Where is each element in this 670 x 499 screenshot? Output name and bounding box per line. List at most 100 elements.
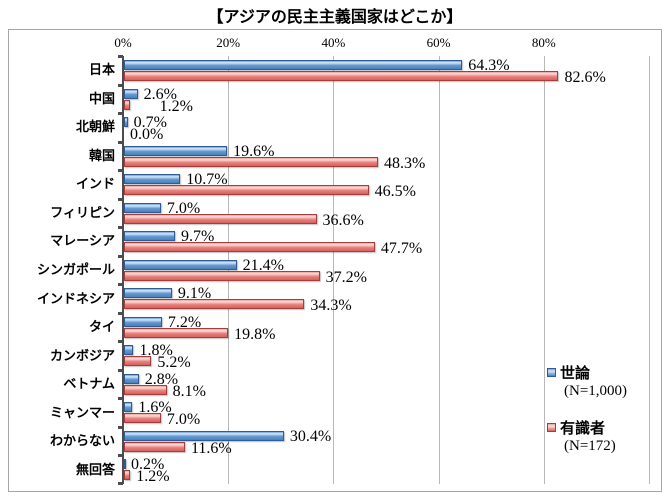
value-label-experts: 8.1%: [172, 382, 206, 400]
bar-public-opinion: [124, 373, 139, 384]
gridline: [333, 56, 335, 484]
bar-public-opinion: [124, 60, 463, 70]
axis-tick: [118, 140, 123, 144]
bar-experts: [124, 242, 375, 253]
axis-tick: [118, 454, 123, 458]
value-label-public-opinion: 21.4%: [242, 256, 284, 274]
bar-experts: [124, 270, 320, 281]
category-label: 日本: [88, 62, 115, 78]
value-label-experts: 36.6%: [322, 211, 364, 229]
x-tick-label: 60%: [426, 35, 451, 50]
bar-public-opinion: [124, 288, 172, 299]
value-label-public-opinion: 10.7%: [186, 171, 228, 189]
legend-label-experts: 有識者: [560, 420, 606, 437]
bar-experts: [124, 213, 317, 224]
legend-note-public-opinion: (N=1,000): [564, 383, 628, 399]
bar-experts: [124, 413, 161, 424]
bar-experts: [124, 327, 229, 338]
axis-tick: [118, 83, 123, 87]
bar-public-opinion: [124, 430, 284, 441]
chart-title: 【アジアの民主主義国家はどこか】: [207, 9, 463, 26]
category-label: わからない: [49, 433, 115, 449]
category-label: マレーシア: [50, 233, 115, 249]
axis-tick: [118, 169, 123, 173]
category-label: カンボジア: [49, 347, 115, 363]
bar-public-opinion: [124, 174, 181, 185]
value-label-experts: 47.7%: [380, 240, 423, 258]
category-label: インドネシア: [36, 290, 115, 306]
value-label-experts: 1.2%: [136, 468, 170, 486]
axis-tick: [118, 283, 123, 287]
bar-public-opinion: [124, 88, 138, 99]
value-label-experts: 48.3%: [384, 154, 426, 172]
bar-public-opinion: [124, 145, 228, 156]
bar-experts: [124, 299, 305, 310]
bar-experts: [124, 384, 167, 395]
axis-tick: [118, 226, 123, 230]
category-axis-line: [122, 56, 124, 484]
value-label-experts: 0.0%: [130, 126, 164, 144]
legend-marker-experts: [547, 423, 556, 432]
category-label: 韓国: [88, 147, 115, 163]
value-label-experts: 7.0%: [166, 411, 201, 429]
x-tick-label: 0%: [114, 35, 132, 50]
axis-tick: [118, 397, 123, 401]
x-tick-label: 80%: [531, 35, 556, 50]
value-label-public-opinion: 7.2%: [167, 313, 202, 331]
legend-marker-public-opinion: [547, 368, 556, 377]
value-label-public-opinion: 2.6%: [143, 85, 177, 103]
bar-public-opinion: [124, 202, 161, 213]
x-tick-label: 20%: [216, 35, 241, 50]
category-label: 無回答: [75, 461, 115, 477]
category-label: タイ: [88, 319, 115, 335]
bar-public-opinion: [124, 117, 128, 128]
axis-tick: [118, 197, 123, 201]
bar-experts: [124, 356, 152, 367]
value-label-public-opinion: 0.2%: [131, 456, 165, 474]
bar-public-opinion: [124, 316, 162, 327]
category-label: インド: [75, 176, 115, 192]
value-label-experts: 34.3%: [310, 297, 352, 315]
axis-tick: [118, 254, 123, 258]
plot-box: 0% 20% 40% 60% 80% 日本 64.3% 82.6% 中国 2.6% 1.2% 北朝鮮…: [8, 29, 662, 492]
value-label-public-opinion: 7.0%: [166, 199, 201, 217]
value-label-public-opinion: 1.6%: [138, 399, 172, 417]
value-label-public-opinion: 1.8%: [139, 342, 173, 360]
value-label-public-opinion: 2.8%: [144, 370, 179, 388]
bar-experts: [124, 156, 379, 167]
bar-experts: [124, 441, 186, 452]
bar-public-opinion: [124, 345, 134, 356]
category-label: ベトナム: [63, 376, 115, 392]
value-label-experts: 11.6%: [191, 439, 232, 457]
axis-tick: [118, 112, 123, 116]
axis-tick: [118, 55, 123, 58]
value-label-experts: 82.6%: [564, 69, 606, 86]
value-label-experts: 37.2%: [325, 268, 367, 286]
bar-public-opinion: [124, 259, 237, 270]
value-label-experts: 46.5%: [374, 183, 416, 201]
gridline: [649, 56, 650, 484]
bar-experts: [124, 185, 369, 196]
category-label: 中国: [88, 90, 115, 106]
axis-tick: [118, 340, 123, 344]
axis-tick: [118, 368, 123, 372]
category-label: ミャンマー: [49, 404, 115, 420]
value-label-experts: 19.8%: [234, 325, 276, 343]
value-label-public-opinion: 9.7%: [181, 228, 215, 246]
value-label-experts: 5.2%: [157, 354, 191, 372]
bar-experts: [124, 470, 131, 481]
category-label: 北朝鮮: [75, 119, 115, 135]
axis-tick: [118, 425, 123, 429]
bar-public-opinion: [124, 402, 133, 413]
category-label: フィリピン: [50, 204, 115, 220]
gridline: [543, 56, 545, 484]
gridline: [438, 56, 440, 484]
bar-experts: [124, 99, 131, 110]
value-label-public-opinion: 0.7%: [133, 114, 167, 132]
axis-tick: [118, 311, 123, 315]
gridline: [228, 56, 230, 484]
category-label: シンガポール: [36, 262, 115, 277]
legend-note-experts: (N=172): [564, 438, 616, 454]
legend-label-public-opinion: 世論: [560, 365, 591, 382]
